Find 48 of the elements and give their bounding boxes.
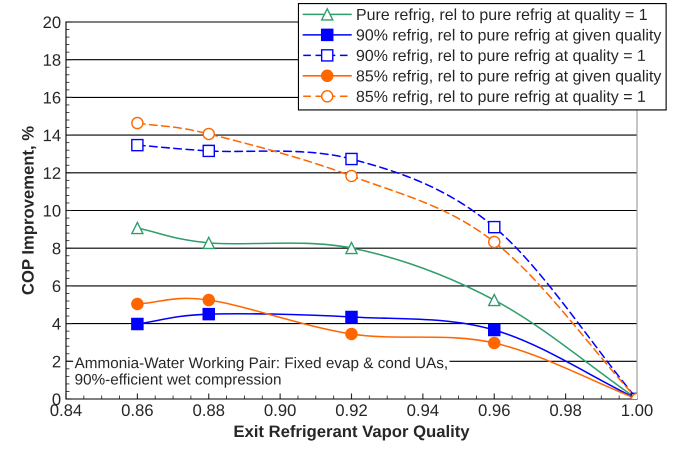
point [131,318,144,330]
x-tick-label: 0.98 [550,404,582,416]
legend-label: 85% refrig, rel to pure refrig at quality = 1 [356,90,646,106]
point [488,220,500,234]
point [488,336,500,350]
point [488,294,500,306]
point [131,222,144,234]
point [202,236,215,250]
point [202,144,215,158]
annotation: Ammonia-Water Working Pair: Fixed evap & cond UAs, 90%-efficient wet compression [74,356,447,388]
point [131,138,144,152]
y-tick-label: 20 [43,16,60,28]
point [345,310,358,324]
x-tick-label: 0.88 [193,404,224,416]
point [202,294,215,306]
x-tick-label: 0.96 [478,404,510,416]
point [131,116,144,130]
x-tick-label: 1.00 [622,404,653,416]
y-tick-label: 6 [52,280,60,292]
x-tick-label: 0.86 [122,404,153,416]
x-tick-label: 0.84 [50,404,82,416]
point [345,170,358,182]
y-tick-label: 2 [52,356,60,368]
y-tick-label: 8 [52,242,60,254]
y-tick-label: 18 [44,54,60,66]
y-tick-label: 4 [52,318,61,330]
point [345,152,358,166]
y-tick-label: 16 [44,92,60,104]
point [345,242,358,254]
x-tick-label: 0.90 [264,404,296,416]
x-tick-label: 0.94 [407,404,439,416]
y-tick-label: 10 [44,204,60,217]
point [202,128,215,140]
legend-label: 90% refrig, rel to pure refrig at quality = 1 [356,49,646,64]
point [488,324,500,336]
point [131,298,144,310]
point [488,236,500,248]
x-axis-title: Exit Refrigerant Vapor Quality [234,424,470,441]
point [202,308,215,320]
legend-label: 85% refrig, rel to pure refrig at given quality [356,70,662,85]
point [345,328,358,340]
y-tick-label: 0 [52,393,60,406]
legend-label: 90% refrig, rel to pure refrig at given quality [356,28,662,44]
y-tick-label: 14 [44,130,61,142]
y-tick-label: 12 [44,167,60,179]
legend-label: Pure refrig, rel to pure refrig at quality = 1 [357,8,647,24]
y-axis-title: COP Improvement, % [22,126,38,294]
x-tick-label: 0.92 [336,404,367,416]
